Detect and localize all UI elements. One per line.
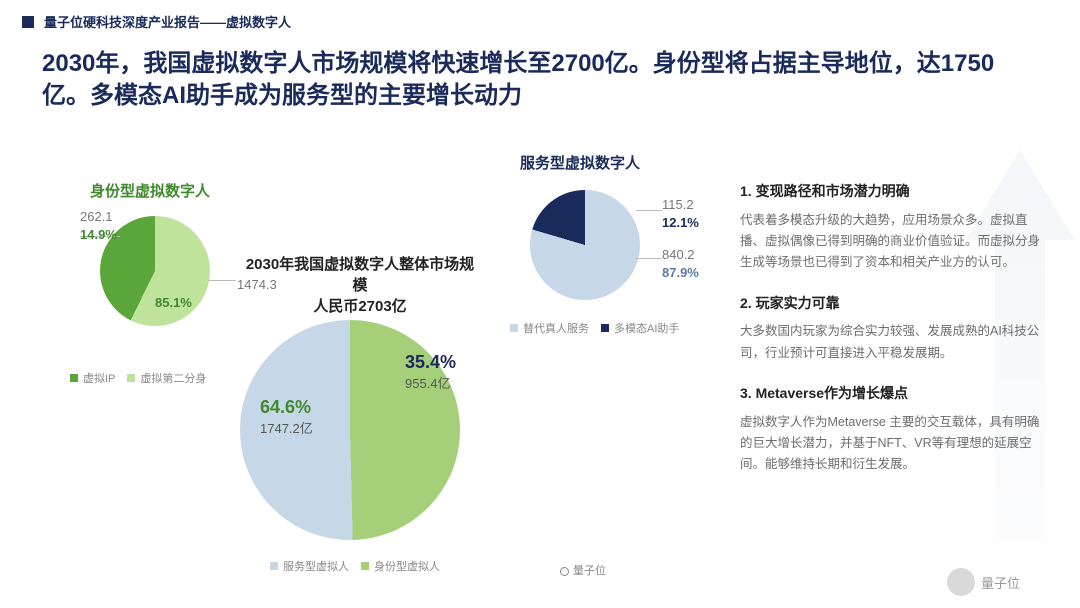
main-pie-label-identity: 64.6% 1747.2亿	[260, 395, 313, 438]
main-pie-legend: 服务型虚拟人 身份型虚拟人	[270, 558, 440, 574]
insight-1: 1. 变现路径和市场潜力明确 代表着多模态升级的大趋势，应用场景众多。虚拟直播、…	[740, 180, 1040, 274]
insight-1-heading: 1. 变现路径和市场潜力明确	[740, 180, 1040, 204]
wechat-avatar-icon	[947, 568, 975, 596]
breadcrumb-text: 量子位硬科技深度产业报告——虚拟数字人	[44, 12, 291, 31]
wechat-badge: 量子位	[947, 568, 1020, 596]
right-pie-chart	[530, 190, 640, 300]
right-pie-legend: 替代真人服务 多模态AI助手	[510, 320, 679, 336]
page-title: 2030年，我国虚拟数字人市场规模将快速增长至2700亿。身份型将占据主导地位，…	[42, 48, 1040, 113]
insight-2: 2. 玩家实力可靠 大多数国内玩家为综合实力较强、发展成熟的AI科技公司，行业预…	[740, 292, 1040, 364]
wechat-name: 量子位	[981, 573, 1020, 592]
main-pie-label-service: 35.4% 955.4亿	[405, 350, 456, 393]
insight-2-heading: 2. 玩家实力可靠	[740, 292, 1040, 316]
left-pie-label-avatar: 1474.3 85.1%	[155, 276, 277, 312]
right-pie-label-ai: 115.2 12.1%	[662, 196, 699, 232]
breadcrumb: 量子位硬科技深度产业报告——虚拟数字人	[22, 12, 291, 31]
footer-credit: 量子位	[560, 562, 606, 578]
brand-block-icon	[22, 16, 34, 28]
insights-column: 1. 变现路径和市场潜力明确 代表着多模态升级的大趋势，应用场景众多。虚拟直播、…	[740, 180, 1040, 493]
ring-icon	[560, 567, 569, 576]
insight-2-body: 大多数国内玩家为综合实力较强、发展成熟的AI科技公司，行业预计可直接进入平稳发展…	[740, 321, 1040, 364]
insight-1-body: 代表着多模态升级的大趋势，应用场景众多。虚拟直播、虚拟偶像已得到明确的商业价值验…	[740, 210, 1040, 274]
insight-3: 3. Metaverse作为增长爆点 虚拟数字人作为Metaverse 主要的交…	[740, 382, 1040, 476]
right-pie-label-replace: 840.2 87.9%	[662, 246, 699, 282]
left-pie-title: 身份型虚拟数字人	[90, 180, 210, 201]
right-pie-title: 服务型虚拟数字人	[520, 152, 640, 173]
chart-area: 身份型虚拟数字人 服务型虚拟数字人 2030年我国虚拟数字人整体市场规模 人民币…	[40, 140, 700, 570]
left-pie-legend: 虚拟IP 虚拟第二分身	[70, 370, 206, 386]
left-pie-label-ip: 262.1 14.9%	[80, 208, 117, 244]
insight-3-body: 虚拟数字人作为Metaverse 主要的交互载体，具有明确的巨大增长潜力，并基于…	[740, 412, 1040, 476]
insight-3-heading: 3. Metaverse作为增长爆点	[740, 382, 1040, 406]
